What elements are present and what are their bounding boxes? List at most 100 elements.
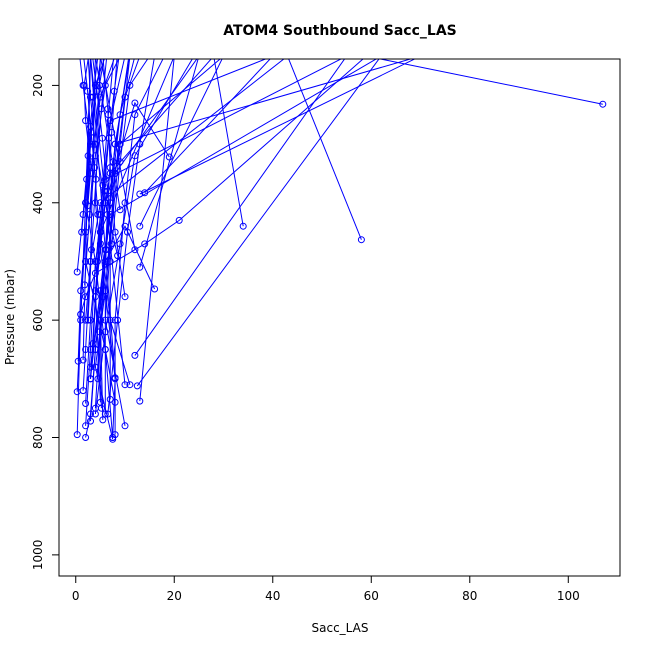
data-point xyxy=(175,216,183,224)
data-point xyxy=(121,381,129,389)
data-point xyxy=(121,422,129,430)
series-25 xyxy=(111,59,164,439)
data-point xyxy=(87,93,94,101)
data-point xyxy=(104,105,112,113)
series-34 xyxy=(92,59,115,248)
data-point xyxy=(141,240,149,248)
x-tick-label: 0 xyxy=(72,589,80,603)
data-point xyxy=(78,228,86,236)
data-point xyxy=(93,258,101,265)
data-point xyxy=(73,268,81,276)
data-point xyxy=(126,381,134,389)
data-point xyxy=(102,246,110,254)
series-6 xyxy=(91,59,416,412)
series-line xyxy=(82,59,120,361)
data-point xyxy=(73,431,81,439)
data-point xyxy=(82,117,90,125)
y-axis-label: Pressure (mbar) xyxy=(3,269,17,365)
data-point xyxy=(599,100,607,108)
series-line xyxy=(94,59,223,440)
data-point xyxy=(136,397,144,405)
data-point xyxy=(357,236,365,244)
series-line xyxy=(84,59,105,285)
data-point xyxy=(116,240,124,248)
x-tick-label: 40 xyxy=(265,589,280,603)
series-layer xyxy=(73,59,607,443)
x-tick-label: 100 xyxy=(557,589,580,603)
series-line xyxy=(114,59,164,435)
data-point xyxy=(151,285,159,293)
data-point xyxy=(106,258,114,265)
data-point xyxy=(91,140,99,148)
x-tick-label: 60 xyxy=(364,589,379,603)
data-point xyxy=(74,357,82,365)
data-point xyxy=(111,228,119,236)
data-point xyxy=(95,328,103,336)
data-point xyxy=(88,246,95,254)
series-41 xyxy=(91,59,193,418)
data-point xyxy=(110,87,118,95)
data-point xyxy=(107,240,115,248)
x-tick-label: 80 xyxy=(462,589,477,603)
data-point xyxy=(79,356,87,364)
data-point xyxy=(91,164,98,172)
series-line xyxy=(92,59,112,244)
data-point xyxy=(96,228,104,236)
series-line xyxy=(85,59,126,403)
series-line xyxy=(87,59,119,256)
data-point xyxy=(94,211,102,218)
data-point xyxy=(131,351,139,359)
data-point xyxy=(96,240,104,248)
series-line xyxy=(98,59,129,409)
data-point xyxy=(86,211,93,218)
data-point xyxy=(77,310,85,318)
data-point xyxy=(87,375,94,383)
series-line xyxy=(79,59,92,315)
data-point xyxy=(87,417,94,425)
data-point xyxy=(111,431,119,439)
data-point xyxy=(99,293,107,301)
series-15 xyxy=(87,59,380,390)
series-line xyxy=(109,59,149,400)
data-point xyxy=(101,199,109,207)
data-point xyxy=(165,153,173,161)
chart-title: ATOM4 Southbound Sacc_LAS xyxy=(223,23,457,39)
series-29 xyxy=(84,59,108,324)
series-line xyxy=(107,59,155,415)
series-line xyxy=(83,59,99,215)
data-point xyxy=(99,416,107,424)
y-tick-label: 800 xyxy=(31,426,45,449)
data-point xyxy=(136,263,144,271)
data-point xyxy=(84,316,92,324)
series-line xyxy=(76,59,99,273)
data-point xyxy=(73,388,81,396)
series-line xyxy=(87,59,108,321)
data-point xyxy=(131,152,139,160)
y-tick-label: 400 xyxy=(31,191,45,214)
data-point xyxy=(104,410,112,418)
data-point xyxy=(91,152,99,160)
data-point xyxy=(131,99,139,107)
series-line xyxy=(97,59,118,379)
data-point xyxy=(89,340,97,348)
series-1 xyxy=(73,59,607,439)
data-point xyxy=(84,202,92,210)
data-point xyxy=(131,111,139,119)
series-line xyxy=(90,59,271,379)
data-point xyxy=(98,134,106,142)
x-axis-label: Sacc_LAS xyxy=(312,621,369,635)
y-tick-label: 600 xyxy=(31,309,45,332)
data-point xyxy=(91,346,99,353)
x-axis: 0 20 40 60 80 100 xyxy=(72,575,580,603)
data-point xyxy=(121,199,129,207)
data-point xyxy=(121,293,129,301)
x-tick-label: 20 xyxy=(167,589,182,603)
data-point xyxy=(93,87,101,95)
y-tick-label: 1000 xyxy=(31,540,45,571)
data-point xyxy=(109,158,117,166)
y-axis: 200 400 600 800 1000 xyxy=(31,74,60,571)
data-point xyxy=(239,222,247,230)
series-line xyxy=(99,59,175,402)
data-point xyxy=(82,434,90,441)
